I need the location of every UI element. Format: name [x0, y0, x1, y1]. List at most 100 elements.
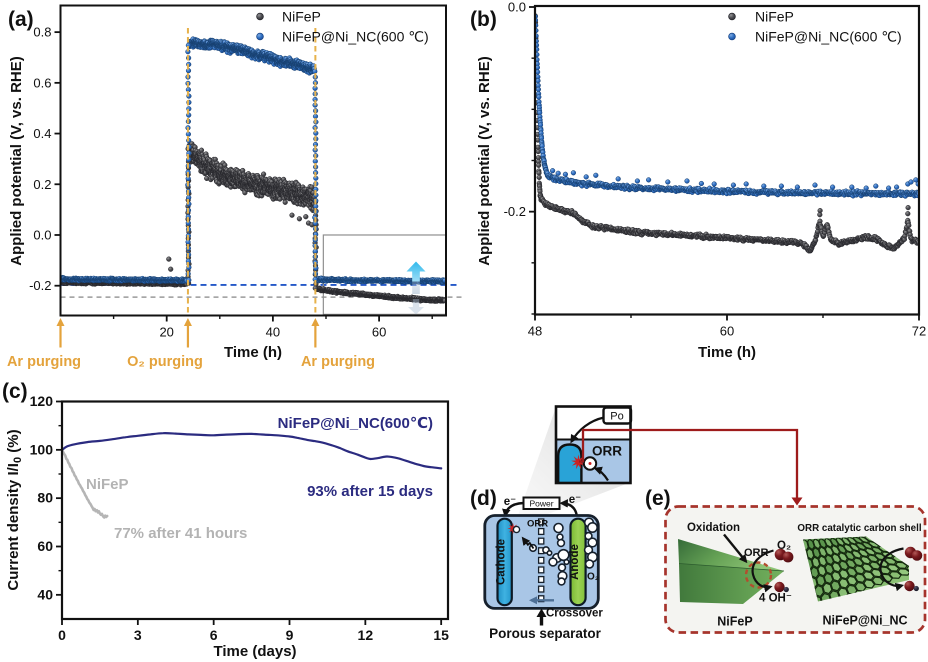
panel-b-tag: (b)	[470, 8, 497, 31]
panel-a-legend: NiFeP NiFeP@Ni_NC(600 ℃)	[256, 9, 429, 45]
panel-a-guides	[60, 234, 464, 315]
crossover-label: Crossover	[546, 608, 603, 620]
panel-e-tag: (e)	[645, 487, 671, 510]
legend-label-nifep: NiFeP	[755, 9, 794, 25]
svg-text:0.6: 0.6	[33, 75, 51, 90]
cell-orr-label: ORR	[527, 519, 548, 530]
annotation-93pct: 93% after 15 days	[307, 483, 433, 500]
oh-label: 4 OH⁻	[759, 593, 792, 605]
panel-b-x-label: Time (h)	[698, 344, 756, 361]
inset-o2-arrow	[593, 466, 609, 482]
highlight-up-arrow	[406, 261, 426, 294]
panel-b-scatter-points	[536, 13, 918, 254]
svg-text:0.2: 0.2	[33, 177, 51, 192]
nifep-nc-name-label: NiFeP@Ni_NC	[822, 614, 907, 628]
svg-text:60: 60	[372, 325, 386, 340]
svg-text:0.4: 0.4	[33, 126, 51, 141]
panel-a-scatter-points	[61, 36, 445, 304]
panel-d-tag: (d)	[470, 487, 497, 510]
porous-separator-arrow	[536, 608, 547, 626]
purge-arrows	[56, 318, 320, 348]
svg-text:40: 40	[266, 325, 280, 340]
carbon-shell-label: ORR catalytic carbon shell	[797, 523, 921, 534]
legend-label-ninc: NiFeP@Ni_NC(600 ℃)	[755, 29, 902, 45]
oh-molecule-left	[774, 581, 785, 593]
orr-cycle-arrow-right	[879, 547, 905, 592]
oxidation-label: Oxidation	[687, 522, 740, 534]
svg-text:0.0: 0.0	[33, 227, 51, 242]
electron-path-arrow	[521, 536, 535, 550]
red-connector	[579, 428, 803, 506]
legend-marker-ninc	[256, 32, 264, 41]
panel-b-axes: 48 60 720.0-0.2	[504, 0, 927, 339]
graphene-slab-group	[803, 536, 909, 602]
cathode-label: Cathode	[496, 539, 508, 585]
orr-molecule	[512, 525, 521, 534]
inset-orr-label: ORR	[592, 444, 622, 459]
legend-marker-nifep	[728, 12, 736, 21]
wedge-edge	[678, 563, 785, 572]
legend-label-ninc: NiFeP@Ni_NC(600 ℃)	[282, 29, 429, 45]
panel-c-y-label: Current density I/I0 (%)	[5, 429, 24, 590]
cathode-bar	[496, 517, 513, 607]
orr-dashed-circle	[744, 561, 773, 589]
purge-label-ar1: Ar purging	[7, 354, 81, 370]
oh-molecule-left-h	[783, 586, 789, 593]
panel-b-chart: 48 60 720.0-0.2 NiFeP NiFeP@Ni_NC(600 ℃) (…	[470, 0, 927, 361]
anode-label: Anode	[569, 544, 581, 580]
o2-molecule-right-b	[911, 550, 923, 561]
svg-text:0.8: 0.8	[33, 25, 51, 40]
annotation-nifep: NiFeP	[86, 476, 129, 493]
wire-left	[502, 501, 524, 518]
nifep-name-label: NiFeP	[717, 615, 752, 629]
power-label: Power	[529, 499, 553, 509]
annotation-ninc-title: NiFeP@Ni_NC(600℃)	[278, 415, 433, 432]
electrolyzer-cell-diagram: Power e⁻ e⁻ Cathode Anode ORR O₂	[483, 494, 603, 641]
panel-c-curves	[60, 432, 443, 519]
panel-b-y-label: Applied potential (V, vs. RHE)	[476, 56, 493, 265]
purge-label-ar2: Ar purging	[301, 354, 375, 370]
purge-label-o2: O₂ purging	[127, 354, 203, 370]
oxidation-arrow	[723, 533, 748, 564]
electron-right-label: e⁻	[569, 494, 581, 506]
porous-separator-label: Porous separator	[489, 626, 602, 641]
panel-a-y-label: Applied potential (V, vs. RHE)	[8, 56, 25, 265]
panel-a-axes: 20 40 60 -0.2 0.0 0.2 0.4 0.6 0.8	[29, 4, 447, 340]
cell-o2-label: O₂	[587, 572, 599, 583]
porous-separator-line	[537, 518, 545, 603]
legend-label-nifep: NiFeP	[282, 9, 321, 25]
panel-c-tag: (c)	[2, 380, 28, 403]
wedge-front-face	[679, 563, 784, 604]
inset-power-label: Po	[610, 411, 623, 423]
panel-a-chart: 20 40 60 -0.2 0.0 0.2 0.4 0.6 0.8 NiFeP NiFeP@Ni…	[7, 4, 464, 370]
inset-frame	[554, 405, 632, 485]
panel-a-overlays	[186, 28, 317, 316]
panel-d-e-diagrams: Power e⁻ e⁻ Cathode Anode ORR O₂	[470, 405, 927, 641]
svg-text:20: 20	[159, 325, 173, 340]
inset-wire-arrow	[570, 416, 605, 444]
mechanism-comparison: Oxidation ORR O₂ 4 OH⁻ NiFeP ORR catalyt…	[664, 505, 927, 634]
legend-marker-ninc	[728, 32, 736, 41]
oh-molecule-right	[904, 580, 915, 592]
panel-a-x-label: Time (h)	[224, 344, 282, 361]
orr-cycle-arrow-left	[751, 549, 774, 593]
o2-molecule-left-b	[782, 551, 794, 563]
red-connector-arrowhead	[791, 497, 803, 506]
orr-inset-magnified: Po ORR	[554, 405, 633, 485]
panel-b-legend: NiFeP NiFeP@Ni_NC(600 ℃)	[728, 9, 902, 45]
power-box	[522, 496, 561, 510]
svg-text:-0.2: -0.2	[29, 278, 51, 293]
fade-down-arrow	[408, 299, 424, 315]
inset-molecule-core	[588, 462, 592, 465]
annotation-77pct: 77% after 41 hours	[114, 525, 247, 542]
inset-cathode-tip	[557, 443, 583, 483]
panel-c-x-label: Time (days)	[213, 643, 296, 660]
oh-molecule-right-h	[913, 585, 919, 592]
panel-a-tag: (a)	[8, 8, 34, 31]
orr-site	[507, 522, 535, 550]
legend-marker-nifep	[256, 12, 264, 21]
electron-left-label: e⁻	[504, 496, 516, 508]
